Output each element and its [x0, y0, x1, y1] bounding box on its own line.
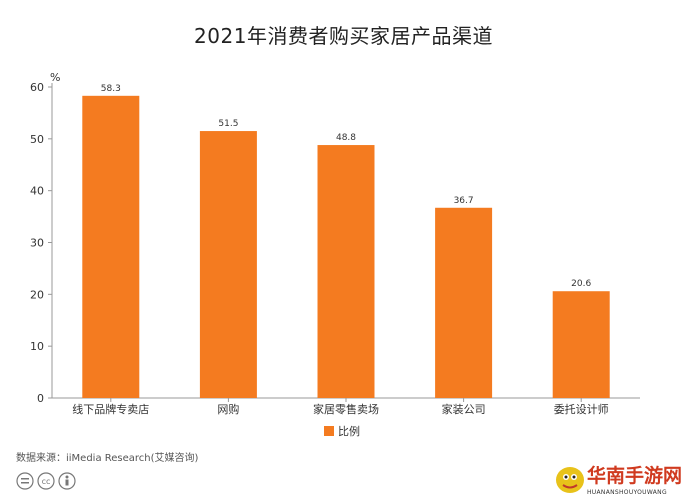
y-tick-label: 40 — [30, 185, 44, 198]
y-tick-label: 20 — [30, 288, 44, 301]
watermark-subtext: HUANANSHOUYOUWANG — [587, 489, 667, 496]
x-tick-label: 家装公司 — [442, 402, 486, 416]
y-tick-label: 10 — [30, 340, 44, 353]
y-tick-label: 60 — [30, 81, 44, 94]
bar-value-label: 36.7 — [454, 196, 474, 206]
y-tick-label: 30 — [30, 237, 44, 250]
y-tick-label: 0 — [37, 392, 44, 405]
watermark-logo: 华南手游网 HUANANSHOUYOUWANG — [556, 464, 682, 496]
y-axis-unit: % — [50, 71, 60, 84]
x-tick-label: 网购 — [217, 402, 239, 416]
bar-value-label: 20.6 — [571, 279, 591, 289]
legend-swatch — [324, 426, 334, 436]
source-text: 数据来源：iiMedia Research(艾媒咨询) — [16, 453, 199, 464]
cc-license-icons: cc — [16, 472, 76, 490]
bar-value-label: 58.3 — [101, 84, 121, 94]
bar — [552, 291, 610, 398]
bar-value-label: 51.5 — [218, 119, 238, 129]
chart-title: 2021年消费者购买家居产品渠道 — [194, 24, 493, 48]
bar — [82, 95, 140, 398]
watermark-text: 华南手游网 — [587, 464, 682, 487]
bar — [317, 145, 375, 398]
x-tick-label: 线下品牌专卖店 — [72, 402, 149, 416]
bar — [199, 131, 257, 398]
bar — [435, 207, 493, 398]
bar-value-label: 48.8 — [336, 133, 356, 143]
x-tick-label: 家居零售卖场 — [313, 402, 379, 416]
svg-text:cc: cc — [42, 477, 51, 486]
y-tick-label: 50 — [30, 133, 44, 146]
legend-label: 比例 — [338, 424, 360, 438]
x-tick-label: 委托设计师 — [554, 402, 609, 416]
